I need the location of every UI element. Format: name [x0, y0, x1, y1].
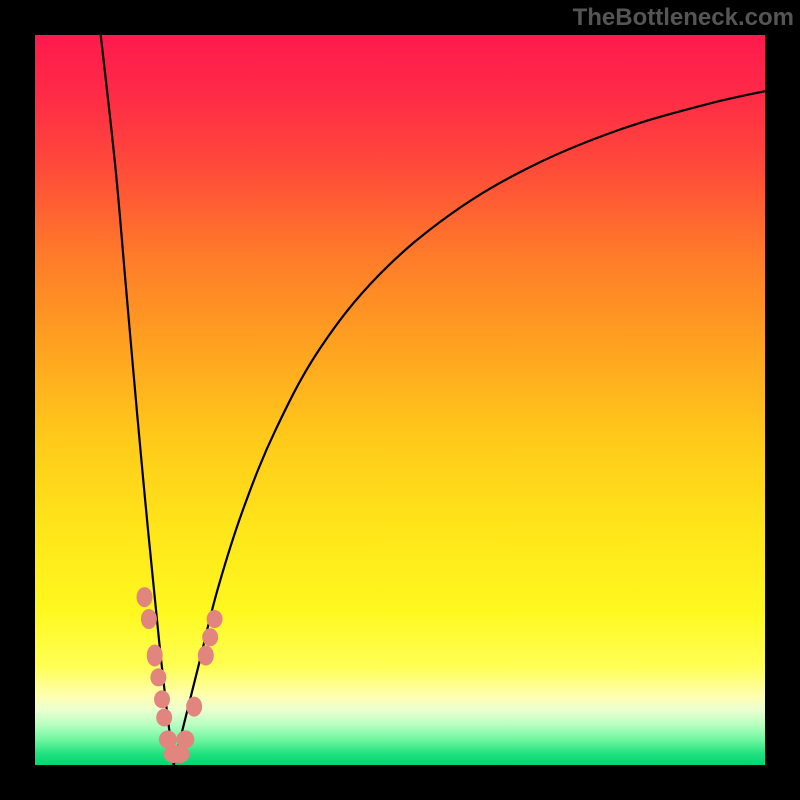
- plot-area: [35, 35, 765, 765]
- curve-marker: [147, 645, 163, 667]
- curve-marker: [207, 610, 223, 628]
- curve-marker: [154, 690, 170, 708]
- curve-marker: [202, 628, 218, 646]
- curve-marker: [137, 587, 153, 607]
- curve-overlay: [35, 35, 765, 765]
- curve-marker: [186, 697, 202, 717]
- marker-group: [137, 587, 223, 763]
- watermark-text: TheBottleneck.com: [573, 4, 794, 32]
- curve-marker: [141, 609, 157, 629]
- left-curve: [101, 35, 174, 765]
- curve-marker: [176, 730, 194, 748]
- curve-marker: [156, 709, 172, 727]
- curve-marker: [198, 646, 214, 666]
- chart-container: TheBottleneck.com: [0, 0, 800, 800]
- right-curve: [174, 91, 765, 765]
- curve-marker: [150, 668, 166, 686]
